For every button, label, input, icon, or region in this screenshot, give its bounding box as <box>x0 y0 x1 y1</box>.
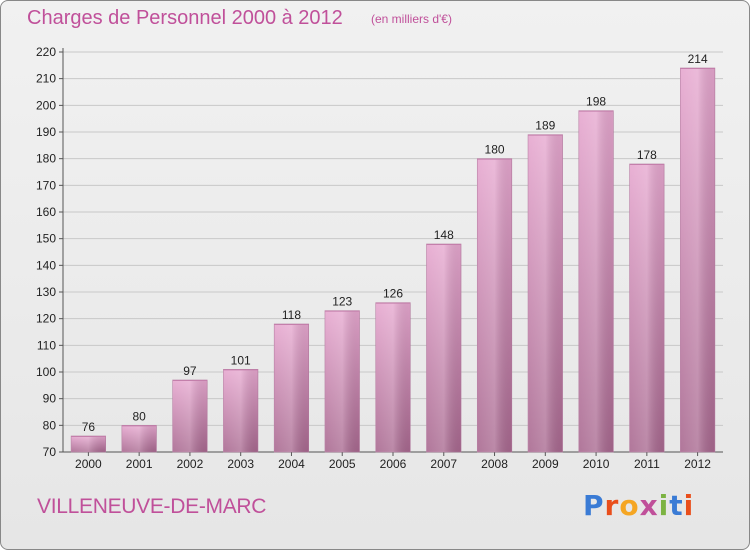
y-tick-label: 160 <box>36 205 56 219</box>
data-label: 76 <box>82 420 96 434</box>
y-tick-label: 170 <box>36 178 56 192</box>
y-tick-label: 120 <box>36 312 56 326</box>
x-tick-label: 2003 <box>227 457 254 471</box>
bar-shine <box>528 134 563 452</box>
data-label: 97 <box>183 364 197 378</box>
data-label: 80 <box>132 409 146 423</box>
bar-shine <box>426 244 462 452</box>
y-tick-label: 190 <box>36 125 56 139</box>
x-tick-label: 2011 <box>634 457 660 471</box>
bar-shine <box>375 302 411 452</box>
y-tick-label: 150 <box>36 232 56 246</box>
data-label: 198 <box>586 95 606 109</box>
logo-letter: i <box>658 489 670 522</box>
bar-shine <box>324 310 360 452</box>
y-tick-label: 130 <box>36 285 56 299</box>
y-tick-label: 210 <box>36 72 56 86</box>
proxiti-logo[interactable]: Proxiti <box>583 489 694 522</box>
data-label: 123 <box>332 295 352 309</box>
x-tick-label: 2005 <box>329 457 356 471</box>
y-tick-label: 90 <box>43 392 57 406</box>
bar-shine <box>121 425 157 452</box>
data-label: 180 <box>485 143 505 157</box>
logo-letter: r <box>604 489 620 522</box>
labels: 7080901001101201301401501601701801902002… <box>36 45 711 471</box>
y-tick-label: 80 <box>43 418 57 432</box>
bar-shine <box>274 324 309 452</box>
bar-shine <box>578 110 614 453</box>
y-tick-label: 70 <box>43 445 57 459</box>
y-tick-label: 110 <box>37 338 56 352</box>
data-label: 214 <box>688 52 708 66</box>
bar-shine <box>172 380 208 452</box>
bars <box>70 67 716 453</box>
y-tick-label: 200 <box>36 98 56 112</box>
x-tick-label: 2010 <box>583 457 610 471</box>
logo-letter: P <box>583 489 605 522</box>
logo-letter: t <box>669 489 684 522</box>
y-tick-label: 140 <box>36 258 56 272</box>
chart-title: Charges de Personnel 2000 à 2012 <box>27 7 343 29</box>
data-label: 118 <box>282 308 301 322</box>
x-tick-label: 2007 <box>430 457 457 471</box>
data-label: 101 <box>231 353 251 367</box>
data-label: 189 <box>535 119 555 133</box>
bar-shine <box>629 164 665 452</box>
logo-letter: x <box>639 489 659 522</box>
x-tick-label: 2002 <box>177 457 204 471</box>
logo-letter: o <box>619 489 640 522</box>
x-tick-label: 2006 <box>380 457 407 471</box>
data-label: 178 <box>637 148 657 162</box>
bar-shine <box>223 369 258 452</box>
x-tick-label: 2004 <box>278 457 305 471</box>
bar-shine <box>477 158 512 452</box>
commune-name: VILLENEUVE-DE-MARC <box>37 495 267 518</box>
bar-shine <box>71 436 106 452</box>
x-tick-label: 2012 <box>684 457 711 471</box>
logo-letter: i <box>683 489 695 522</box>
x-tick-label: 2009 <box>532 457 559 471</box>
x-tick-label: 2008 <box>481 457 508 471</box>
data-label: 126 <box>383 287 403 301</box>
x-tick-label: 2001 <box>126 457 153 471</box>
y-tick-label: 100 <box>36 365 56 379</box>
bar-shine <box>680 68 715 452</box>
chart-subtitle: (en milliers d'€) <box>371 12 452 26</box>
x-tick-label: 2000 <box>75 457 102 471</box>
y-tick-label: 180 <box>36 152 56 166</box>
data-label: 148 <box>434 228 454 242</box>
y-tick-label: 220 <box>36 45 56 59</box>
